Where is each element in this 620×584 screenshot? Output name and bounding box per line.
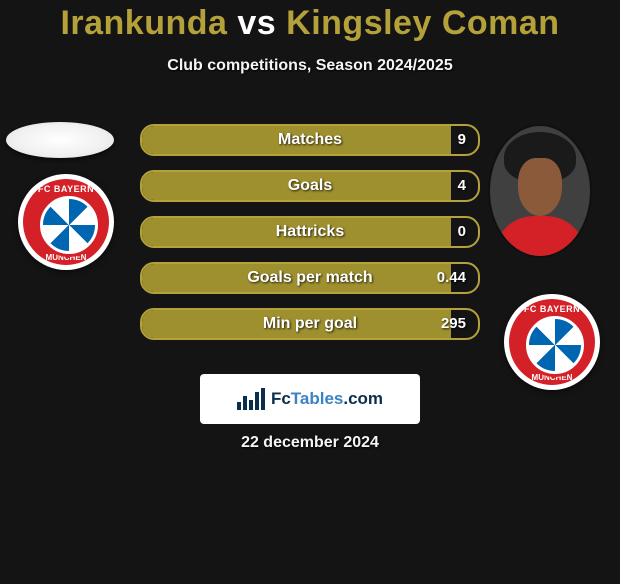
- stats-container: Matches9Goals4Hattricks0Goals per match0…: [140, 124, 480, 354]
- bayern-badge-icon: FC BAYERN MÜNCHEN: [18, 174, 114, 270]
- stat-label: Goals: [142, 172, 478, 200]
- stat-value: 0: [458, 218, 466, 246]
- subtitle: Club competitions, Season 2024/2025: [0, 57, 620, 75]
- player1-avatar: [6, 122, 114, 158]
- fctables-logo[interactable]: FcTables.com: [200, 374, 420, 424]
- stat-label: Matches: [142, 126, 478, 154]
- stat-label: Hattricks: [142, 218, 478, 246]
- stat-value: 9: [458, 126, 466, 154]
- stat-row: Min per goal295: [140, 308, 480, 340]
- badge-text-top: FC BAYERN: [504, 304, 600, 314]
- stat-row: Matches9: [140, 124, 480, 156]
- stat-row: Goals4: [140, 170, 480, 202]
- site-suffix: .com: [343, 389, 383, 408]
- badge-text-bottom: MÜNCHEN: [504, 373, 600, 382]
- badge-text-bottom: MÜNCHEN: [18, 253, 114, 262]
- stat-value: 4: [458, 172, 466, 200]
- stat-label: Min per goal: [142, 310, 478, 338]
- stat-row: Goals per match0.44: [140, 262, 480, 294]
- player1-club-badge: FC BAYERN MÜNCHEN: [18, 174, 114, 270]
- player2-club-badge: FC BAYERN MÜNCHEN: [504, 294, 600, 390]
- player2-name: Kingsley Coman: [286, 4, 559, 42]
- vs-text: vs: [227, 4, 286, 42]
- player2-avatar: [490, 126, 590, 256]
- stat-value: 0.44: [437, 264, 466, 292]
- site-main: Tables: [291, 389, 344, 408]
- stat-value: 295: [441, 310, 466, 338]
- site-prefix: Fc: [271, 389, 291, 408]
- player1-name: Irankunda: [60, 4, 227, 42]
- fctables-text: FcTables.com: [271, 389, 383, 409]
- bayern-badge-icon: FC BAYERN MÜNCHEN: [504, 294, 600, 390]
- date-text: 22 december 2024: [0, 434, 620, 452]
- bar-chart-icon: [237, 388, 265, 410]
- comparison-title: Irankunda vs Kingsley Coman: [0, 4, 620, 43]
- stat-label: Goals per match: [142, 264, 478, 292]
- badge-text-top: FC BAYERN: [18, 184, 114, 194]
- stat-row: Hattricks0: [140, 216, 480, 248]
